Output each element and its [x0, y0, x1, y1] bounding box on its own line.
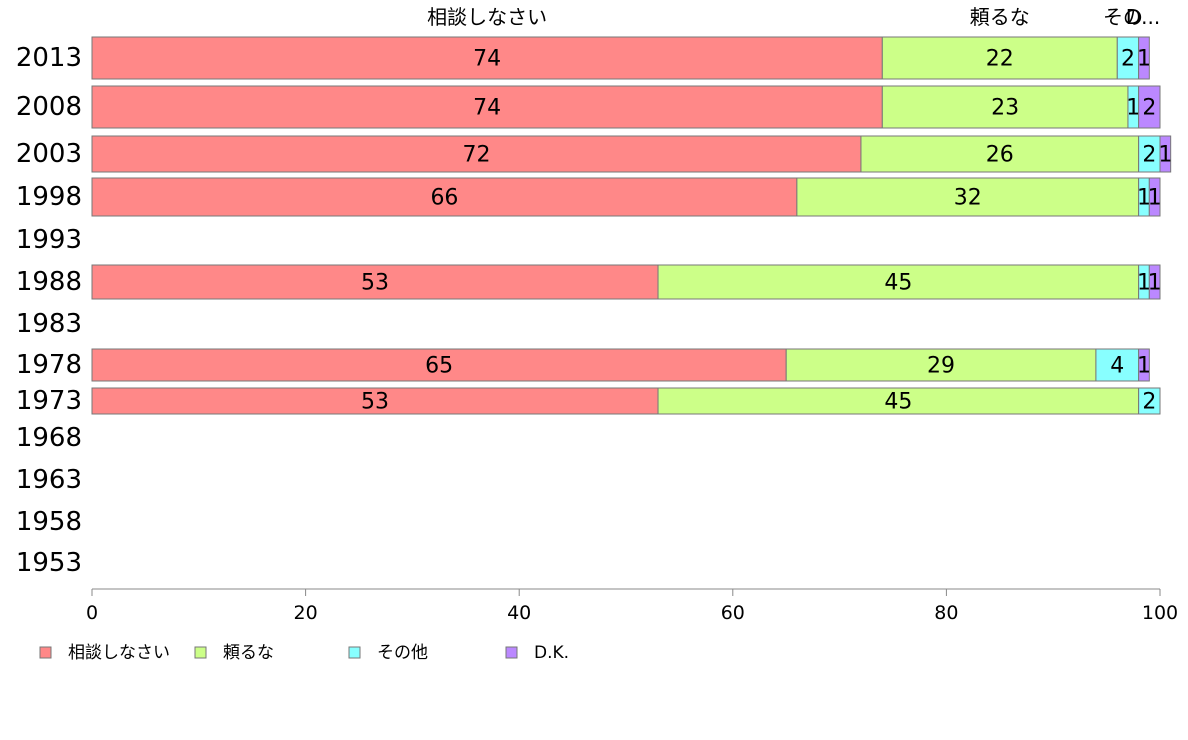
- category-label-1958: 1958: [16, 507, 82, 537]
- data-label-1998-4: 1: [1148, 186, 1162, 211]
- category-label-1983: 1983: [16, 309, 82, 339]
- bar-1973-3: [1138, 387, 1161, 415]
- top-series-label-4: D...: [1126, 5, 1160, 29]
- bar-1973-2: [657, 387, 1140, 415]
- data-label-1988-4: 1: [1148, 271, 1162, 296]
- category-label-2008: 2008: [16, 92, 82, 122]
- bar-1988-2: [657, 264, 1140, 300]
- data-label-1978-3: 4: [1110, 354, 1124, 379]
- data-label-2013-4: 1: [1137, 47, 1151, 72]
- data-label-2003-4: 1: [1158, 143, 1172, 168]
- legend-label-3: その他: [377, 643, 428, 663]
- legend-swatch-1: [39, 646, 52, 659]
- bar-2013-1: [91, 36, 883, 80]
- data-label-1978-1: 65: [425, 354, 453, 379]
- category-label-1978: 1978: [16, 350, 82, 380]
- data-label-2008-1: 74: [473, 96, 501, 121]
- bar-1988-1: [91, 264, 659, 300]
- legend-label-2: 頼るな: [223, 643, 274, 663]
- data-label-1973-3: 2: [1142, 390, 1156, 415]
- data-label-2013-1: 74: [473, 47, 501, 72]
- x-tick-label-100: 100: [1142, 602, 1178, 624]
- bar-2008-1: [91, 85, 883, 129]
- data-label-1973-2: 45: [884, 390, 912, 415]
- data-label-2013-3: 2: [1121, 47, 1135, 72]
- bar-2003-2: [860, 135, 1140, 173]
- legend-swatch-2: [194, 646, 207, 659]
- bar-1978-3: [1095, 348, 1140, 382]
- x-tick-label-0: 0: [86, 602, 98, 624]
- data-label-2003-2: 26: [986, 143, 1014, 168]
- data-label-2008-4: 2: [1142, 96, 1156, 121]
- legend-swatch-3: [348, 646, 361, 659]
- legend-label-4: D.K.: [534, 643, 569, 663]
- bar-2008-4: [1138, 85, 1161, 129]
- data-label-1978-2: 29: [927, 354, 955, 379]
- data-label-1988-1: 53: [361, 271, 389, 296]
- bar-2003-1: [91, 135, 862, 173]
- data-label-2003-3: 2: [1142, 143, 1156, 168]
- bar-1998-4: [1148, 177, 1161, 217]
- x-tick-label-60: 60: [721, 602, 745, 624]
- data-label-1978-4: 1: [1137, 354, 1151, 379]
- bar-1998-1: [91, 177, 798, 217]
- category-label-1968: 1968: [16, 423, 82, 453]
- bar-1978-4: [1138, 348, 1150, 382]
- x-tick-label-40: 40: [507, 602, 531, 624]
- category-label-1963: 1963: [16, 465, 82, 495]
- data-label-2003-1: 72: [462, 143, 490, 168]
- top-series-label-3: その: [1103, 5, 1143, 29]
- data-label-1998-2: 32: [954, 186, 982, 211]
- legend-swatch-4: [505, 646, 518, 659]
- category-label-1998: 1998: [16, 182, 82, 212]
- data-label-2013-2: 22: [986, 47, 1014, 72]
- data-label-2008-3: 1: [1126, 96, 1140, 121]
- category-label-1988: 1988: [16, 267, 82, 297]
- category-label-2003: 2003: [16, 139, 82, 169]
- data-label-1998-1: 66: [430, 186, 458, 211]
- category-label-1953: 1953: [16, 548, 82, 578]
- bar-2013-2: [881, 36, 1118, 80]
- bar-2013-4: [1138, 36, 1150, 80]
- legend-label-1: 相談しなさい: [68, 643, 170, 663]
- category-label-2013: 2013: [16, 43, 82, 73]
- data-label-1973-1: 53: [361, 390, 389, 415]
- bar-2008-2: [881, 85, 1129, 129]
- top-series-label-2: 頼るな: [970, 5, 1030, 29]
- category-label-1993: 1993: [16, 225, 82, 255]
- x-tick-label-80: 80: [934, 602, 958, 624]
- data-label-1988-2: 45: [884, 271, 912, 296]
- top-series-label-1: 相談しなさい: [427, 5, 547, 29]
- bar-1988-4: [1148, 264, 1161, 300]
- category-label-1973: 1973: [16, 386, 82, 416]
- bar-1973-1: [91, 387, 659, 415]
- bar-2003-4: [1159, 135, 1172, 173]
- data-label-1988-3: 1: [1137, 271, 1151, 296]
- data-label-1998-3: 1: [1137, 186, 1151, 211]
- x-tick-label-20: 20: [294, 602, 318, 624]
- data-label-2008-2: 23: [991, 96, 1019, 121]
